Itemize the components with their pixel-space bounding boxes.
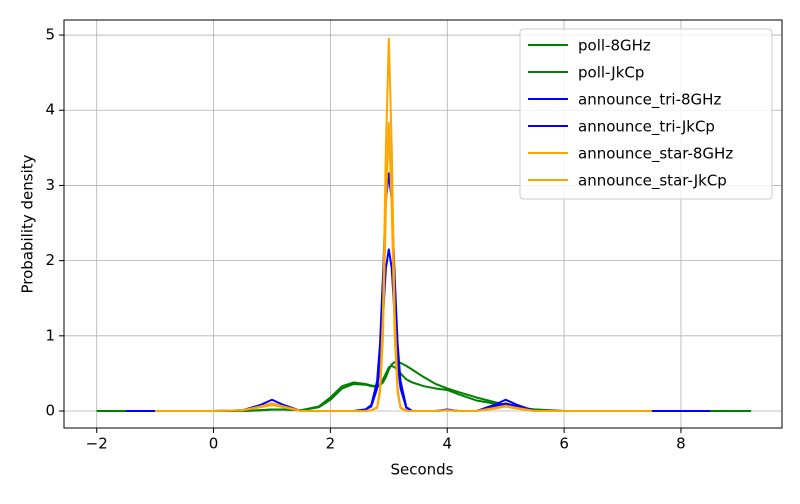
x-tick-label: 2 bbox=[326, 435, 336, 453]
x-tick-label: 8 bbox=[676, 435, 686, 453]
plot-frame bbox=[63, 19, 783, 429]
y-tick-label: 4 bbox=[45, 101, 55, 119]
legend-label: announce_tri-JkCp bbox=[578, 118, 715, 137]
legend-label: poll-8GHz bbox=[578, 37, 651, 55]
x-axis-label: Seconds bbox=[390, 461, 453, 479]
y-tick-label: 3 bbox=[45, 176, 55, 194]
legend-box bbox=[519, 28, 773, 200]
y-tick-label: 2 bbox=[45, 251, 55, 269]
legend-label: announce_tri-8GHz bbox=[578, 91, 721, 110]
x-tick-label: −2 bbox=[86, 435, 108, 453]
legend-label: announce_star-8GHz bbox=[578, 145, 733, 164]
y-tick-label: 5 bbox=[45, 26, 55, 44]
x-tick-label: 0 bbox=[209, 435, 219, 453]
x-tick-label: 6 bbox=[559, 435, 569, 453]
y-axis-label: Probability density bbox=[19, 154, 37, 293]
line bbox=[155, 122, 652, 413]
x-tick-label: 4 bbox=[442, 435, 452, 453]
y-tick-label: 0 bbox=[45, 402, 55, 420]
legend-label: announce_star-JkCp bbox=[578, 172, 727, 191]
y-tick-label: 1 bbox=[45, 326, 55, 344]
legend-label: poll-JkCp bbox=[578, 64, 644, 82]
